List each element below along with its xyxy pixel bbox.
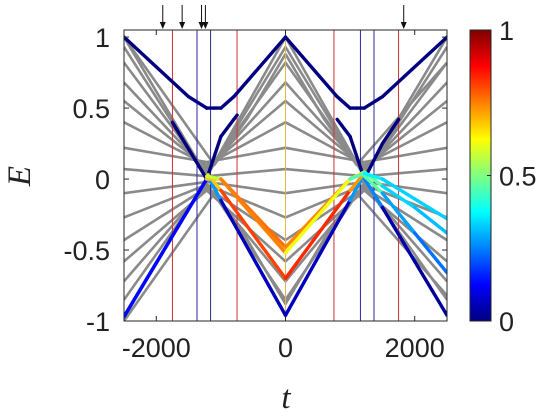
arrow-marker-1: [179, 5, 186, 29]
vertical-marker-lines: [171, 30, 400, 321]
x-tick-label-2: 2000: [385, 333, 445, 363]
y-axis-ticks: -1 -0.5 0 0.5 1: [63, 23, 447, 337]
arrow-marker-0: [159, 5, 166, 29]
series-6-segment-3: [348, 171, 366, 181]
series-4-segment-4: [283, 188, 352, 281]
colorbar: 00.51: [469, 16, 537, 337]
arrow-marker-4: [400, 5, 407, 29]
y-tick-label-2: 0: [95, 165, 110, 195]
series-0-segment-7: [335, 94, 352, 110]
series-4-segment-8: [413, 231, 447, 275]
colorbar-label-2: 1: [499, 16, 514, 46]
x-axis-ticks: -2000 0 2000: [122, 30, 445, 363]
series-0-segment-10: [362, 94, 385, 110]
series-3-segment-6: [361, 174, 385, 210]
series-6-segment-2: [283, 177, 352, 255]
y-axis-title: E: [2, 166, 38, 187]
series-6-segment-1: [219, 177, 288, 255]
series-3-segment-8: [413, 259, 447, 317]
series-0: [124, 35, 447, 110]
series-6: [204, 171, 447, 255]
y-tick-label-1: -0.5: [63, 236, 110, 266]
series-5-segment-5: [380, 184, 417, 210]
series-1-segment-2: [219, 117, 236, 139]
series-4-segment-6: [361, 173, 385, 195]
series-6-segment-5: [380, 177, 417, 201]
series-4-segment-0: [124, 177, 209, 319]
top-arrow-markers: [159, 5, 407, 29]
x-axis-title: t: [281, 380, 291, 416]
x-tick-label-1: 0: [278, 333, 293, 363]
y-tick-label-0: -1: [86, 307, 110, 337]
series-3-segment-5: [348, 174, 365, 203]
series-5-segment-6: [413, 205, 447, 235]
series-0-segment-1: [186, 94, 209, 110]
y-tick-label-4: 1: [95, 23, 110, 53]
series-3-segment-3: [219, 198, 288, 317]
arrow-marker-3: [202, 5, 209, 29]
series-2-segment-0: [335, 117, 352, 139]
colorbar-label-1: 0.5: [499, 162, 537, 192]
y-tick-label-3: 0.5: [72, 94, 110, 124]
colored-series: [124, 35, 447, 319]
x-tick-label-0: -2000: [122, 333, 191, 363]
series-6-segment-4: [362, 171, 385, 181]
series-4-segment-3: [219, 188, 288, 281]
series-0-segment-11: [380, 35, 447, 99]
series-6-segment-0: [204, 174, 223, 181]
series-0-segment-6: [283, 35, 339, 99]
series-2-segment-3: [380, 117, 401, 146]
series-0-segment-0: [124, 35, 191, 99]
series-0-segment-4: [219, 94, 236, 110]
series-3-segment-7: [380, 205, 417, 264]
arrow-marker-2: [198, 5, 205, 29]
series-4-segment-5: [348, 173, 365, 193]
colorbar-label-0: 0: [499, 307, 514, 337]
series-6-segment-6: [413, 197, 447, 221]
series-3-segment-4: [283, 198, 352, 317]
series-1-segment-0: [170, 120, 209, 181]
series-1: [170, 113, 239, 181]
series-4-segment-7: [380, 191, 417, 235]
series-1-segment-3: [232, 113, 239, 122]
series-1-segment-1: [204, 134, 223, 181]
series-0-segment-5: [232, 35, 288, 99]
